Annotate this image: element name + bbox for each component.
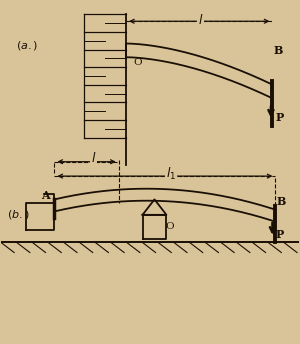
Text: $(b.)$: $(b.)$	[7, 208, 29, 221]
Text: A: A	[41, 191, 50, 202]
Text: O: O	[134, 58, 142, 67]
Text: P: P	[276, 229, 284, 240]
Text: $(a.)$: $(a.)$	[16, 39, 38, 52]
Text: $l$: $l$	[91, 151, 96, 165]
Text: P: P	[275, 112, 284, 123]
Text: B: B	[277, 196, 286, 207]
Text: O: O	[165, 222, 174, 231]
Text: B: B	[274, 45, 283, 56]
Text: $l$: $l$	[198, 12, 203, 26]
Text: $l_1$: $l_1$	[166, 166, 176, 182]
